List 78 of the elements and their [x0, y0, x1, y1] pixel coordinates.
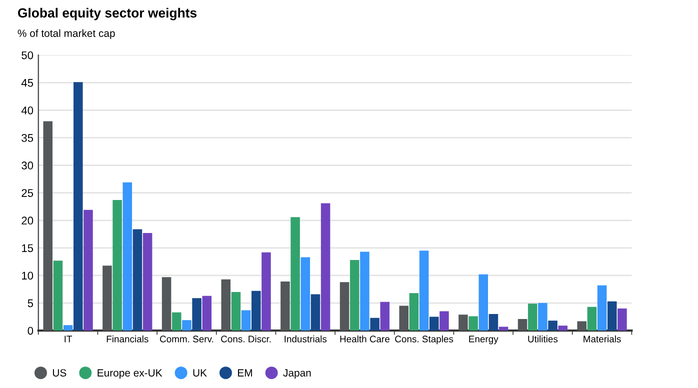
chart-subtitle: % of total market cap — [18, 29, 115, 40]
y-tick-label: 35 — [22, 134, 34, 142]
legend-label: Japan — [283, 369, 311, 379]
bar — [399, 306, 408, 331]
y-tick-label: 20 — [22, 216, 34, 225]
x-tick-label: Comm. Serv. — [160, 336, 214, 342]
legend-label: Europe ex-UK — [98, 369, 162, 379]
bar — [409, 293, 419, 331]
bar — [221, 279, 231, 331]
legend-label: EM — [238, 369, 252, 376]
bar — [370, 318, 380, 331]
bar — [528, 304, 538, 331]
x-tick-label: Utilities — [528, 335, 558, 342]
bar — [300, 257, 310, 331]
bar — [192, 298, 202, 331]
bar — [429, 316, 439, 331]
bar — [241, 310, 251, 331]
x-tick-label: Energy — [469, 336, 498, 344]
x-tick-label: Industrials — [284, 335, 327, 342]
bar — [182, 320, 192, 331]
bar — [162, 277, 172, 331]
legend-label: US — [52, 369, 66, 377]
legend-label: UK — [193, 369, 207, 377]
bar — [102, 266, 112, 331]
bar — [53, 260, 63, 331]
bar — [607, 301, 617, 331]
bar — [419, 250, 429, 331]
bar — [587, 306, 597, 331]
bar — [262, 252, 271, 331]
bar — [478, 274, 488, 331]
y-tick-label: 5 — [28, 299, 34, 308]
bar — [350, 260, 360, 331]
bar — [360, 252, 370, 331]
bar — [320, 203, 330, 331]
bar — [122, 182, 132, 331]
bar — [498, 326, 508, 331]
bar — [112, 200, 122, 331]
bar — [488, 314, 498, 331]
y-tick-label: 50 — [22, 51, 34, 60]
bar — [280, 282, 290, 331]
bar — [577, 321, 586, 331]
x-tick-label: IT — [64, 336, 72, 342]
bar — [440, 311, 449, 331]
y-tick-label: 30 — [22, 162, 34, 170]
y-tick-label: 45 — [21, 79, 34, 87]
y-tick-label: 0 — [28, 326, 34, 335]
x-tick-label: Materials — [584, 335, 621, 342]
y-tick-label: 25 — [22, 189, 34, 197]
bar — [132, 229, 142, 331]
bar — [202, 296, 212, 331]
bar — [74, 82, 83, 331]
bar — [340, 282, 350, 331]
bar — [251, 290, 261, 331]
bar — [63, 325, 73, 331]
bar — [618, 308, 627, 331]
bar — [597, 285, 607, 331]
bar — [231, 292, 241, 331]
x-tick-label: Cons. Staples — [395, 335, 454, 344]
bar — [84, 210, 93, 331]
y-tick-label: 40 — [21, 106, 34, 114]
bar — [172, 312, 182, 331]
bar — [380, 302, 390, 331]
bar — [558, 326, 568, 331]
chart-title: Global equity sector weights — [18, 8, 197, 20]
x-tick-label: Cons. Discr. — [221, 335, 271, 342]
bar — [458, 314, 468, 331]
bar — [310, 294, 320, 331]
y-tick-label: 15 — [22, 244, 34, 252]
bar — [142, 233, 152, 331]
x-tick-label: Health Care — [340, 335, 390, 342]
bar — [290, 217, 300, 331]
x-tick-label: Financials — [106, 335, 148, 342]
bar — [43, 121, 53, 331]
bar — [468, 316, 478, 331]
y-tick-label: 10 — [22, 272, 34, 280]
bar — [518, 319, 528, 331]
bar — [538, 303, 548, 331]
bar — [548, 320, 558, 331]
